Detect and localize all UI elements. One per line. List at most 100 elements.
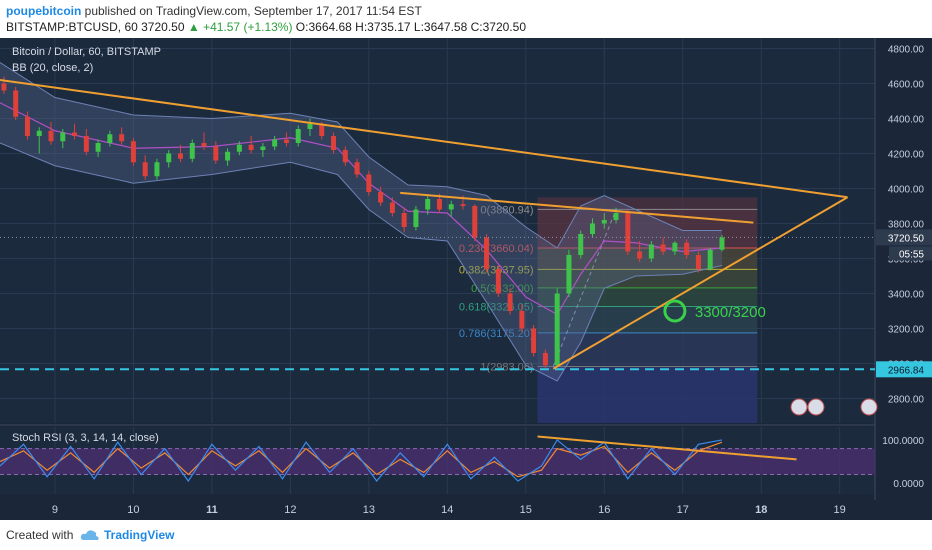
fib-zone [537, 306, 758, 333]
stoch-label: Stoch RSI (3, 3, 14, 14, close) [12, 432, 159, 444]
created-with-text: Created with [6, 528, 74, 542]
event-flag-icon [790, 398, 808, 416]
candle-body [542, 353, 548, 366]
trendline [0, 79, 848, 199]
chart-title: Bitcoin / Dollar, 60, BITSTAMP [12, 46, 161, 58]
bb-basis-line [0, 102, 723, 316]
candle-body [472, 206, 478, 238]
candle-body [236, 144, 242, 152]
candle-body [719, 237, 725, 250]
candle-body [589, 223, 595, 234]
candle-body [366, 174, 372, 192]
candle-body [260, 146, 266, 150]
candle-body [248, 144, 254, 150]
candle-body [331, 136, 337, 150]
candle-body [36, 130, 42, 136]
fib-level-label: 0.5(3432.00) [471, 283, 533, 295]
candle-body [177, 153, 183, 159]
footer: Created with TradingView [0, 520, 932, 550]
candle-body [601, 220, 607, 224]
candle-body [119, 134, 125, 142]
candle-body [1, 83, 7, 91]
fib-level-label: 0.236(3660.04) [459, 243, 534, 255]
ohlc-values: O:3664.68 H:3735.17 L:3647.58 C:3720.50 [292, 20, 526, 34]
candle-body [484, 237, 490, 269]
stoch-rsi: Stoch RSI (3, 3, 14, 14, close) 0.0000 100… [0, 432, 924, 490]
bollinger-bands [0, 62, 723, 382]
candle-body [448, 204, 454, 210]
stoch-k-line [0, 439, 723, 483]
candle-body [401, 213, 407, 227]
current-price-label: 3720.50 [888, 233, 925, 244]
event-flag-icon [860, 398, 878, 416]
bb-lower-line [0, 142, 723, 382]
time-tick-label: 11 [206, 504, 218, 516]
candle-body [354, 162, 360, 175]
fib-diagonal [552, 209, 617, 367]
candle-body [660, 244, 666, 252]
price-tick-label: 4400.00 [888, 115, 925, 126]
candle-body [307, 123, 313, 129]
candle-body [436, 199, 442, 210]
candle-body [707, 249, 713, 269]
candle-body [342, 150, 348, 163]
author-link[interactable]: poupebitcoin [6, 4, 82, 18]
candle-body [24, 116, 30, 136]
time-tick-label: 17 [677, 504, 689, 516]
publish-header: poupebitcoin published on TradingView.co… [0, 0, 932, 38]
tradingview-brand[interactable]: TradingView [104, 528, 175, 542]
time-tick-label: 14 [441, 504, 453, 516]
time-tick-label: 13 [363, 504, 375, 516]
support-price-tag [876, 361, 932, 378]
candle-body [378, 192, 384, 203]
candle-body [154, 162, 160, 177]
candle-body [495, 269, 501, 294]
price-chart[interactable]: 0(3880.94)0.236(3660.04)0.382(3537.95)0.… [0, 38, 932, 520]
candle-body [672, 242, 678, 252]
candle-body [554, 293, 560, 366]
candle-body [213, 146, 219, 161]
candle-body [166, 153, 172, 163]
stoch-tick-label: 100.0000 [882, 436, 924, 447]
fib-level-label: 1(2983.06) [480, 361, 533, 373]
price-tick-label: 4000.00 [888, 185, 925, 196]
candle-body [613, 213, 619, 220]
trendline [400, 191, 754, 224]
trendlines [0, 79, 849, 370]
price-tick-label: 4200.00 [888, 150, 925, 161]
candle-body [189, 143, 195, 159]
price-axis-panel [875, 38, 932, 520]
candle-body [519, 311, 525, 329]
candle-body [507, 293, 513, 311]
tradingview-cloud-icon [80, 530, 99, 540]
fib-zone [537, 269, 758, 288]
candle-body [142, 162, 148, 177]
time-tick-label: 10 [127, 504, 139, 516]
candle-body [319, 123, 325, 136]
symbol-quote-line: BITSTAMP:BTCUSD, 60 3720.50 ▲ +41.57 (+1… [6, 20, 526, 34]
candle-body [48, 130, 54, 142]
candle-body [578, 234, 584, 255]
time-tick-label: 12 [284, 504, 296, 516]
candle-body [95, 143, 101, 152]
candle-body [637, 251, 643, 259]
stoch-trendline [537, 435, 797, 461]
time-tick-label: 9 [52, 504, 58, 516]
candle-body [425, 199, 431, 210]
candle-body [389, 202, 395, 213]
price-change: ▲ +41.57 (+1.13%) [187, 20, 293, 34]
candle-body [272, 139, 278, 147]
current-price-tag [876, 229, 932, 246]
candle-body [413, 209, 419, 227]
candle-body [460, 204, 466, 206]
bb-upper-line [0, 62, 722, 249]
time-tick-label: 16 [598, 504, 610, 516]
candle-body [225, 151, 231, 161]
stoch-tick-label: 0.0000 [893, 479, 924, 490]
countdown-label: 05:55 [899, 249, 924, 260]
publish-info: poupebitcoin published on TradingView.co… [6, 4, 422, 18]
price-tick-label: 4600.00 [888, 80, 925, 91]
price-tick-label: 3400.00 [888, 290, 925, 301]
fib-level-label: 0(3880.94) [480, 204, 533, 216]
target-circle-icon [663, 299, 687, 323]
